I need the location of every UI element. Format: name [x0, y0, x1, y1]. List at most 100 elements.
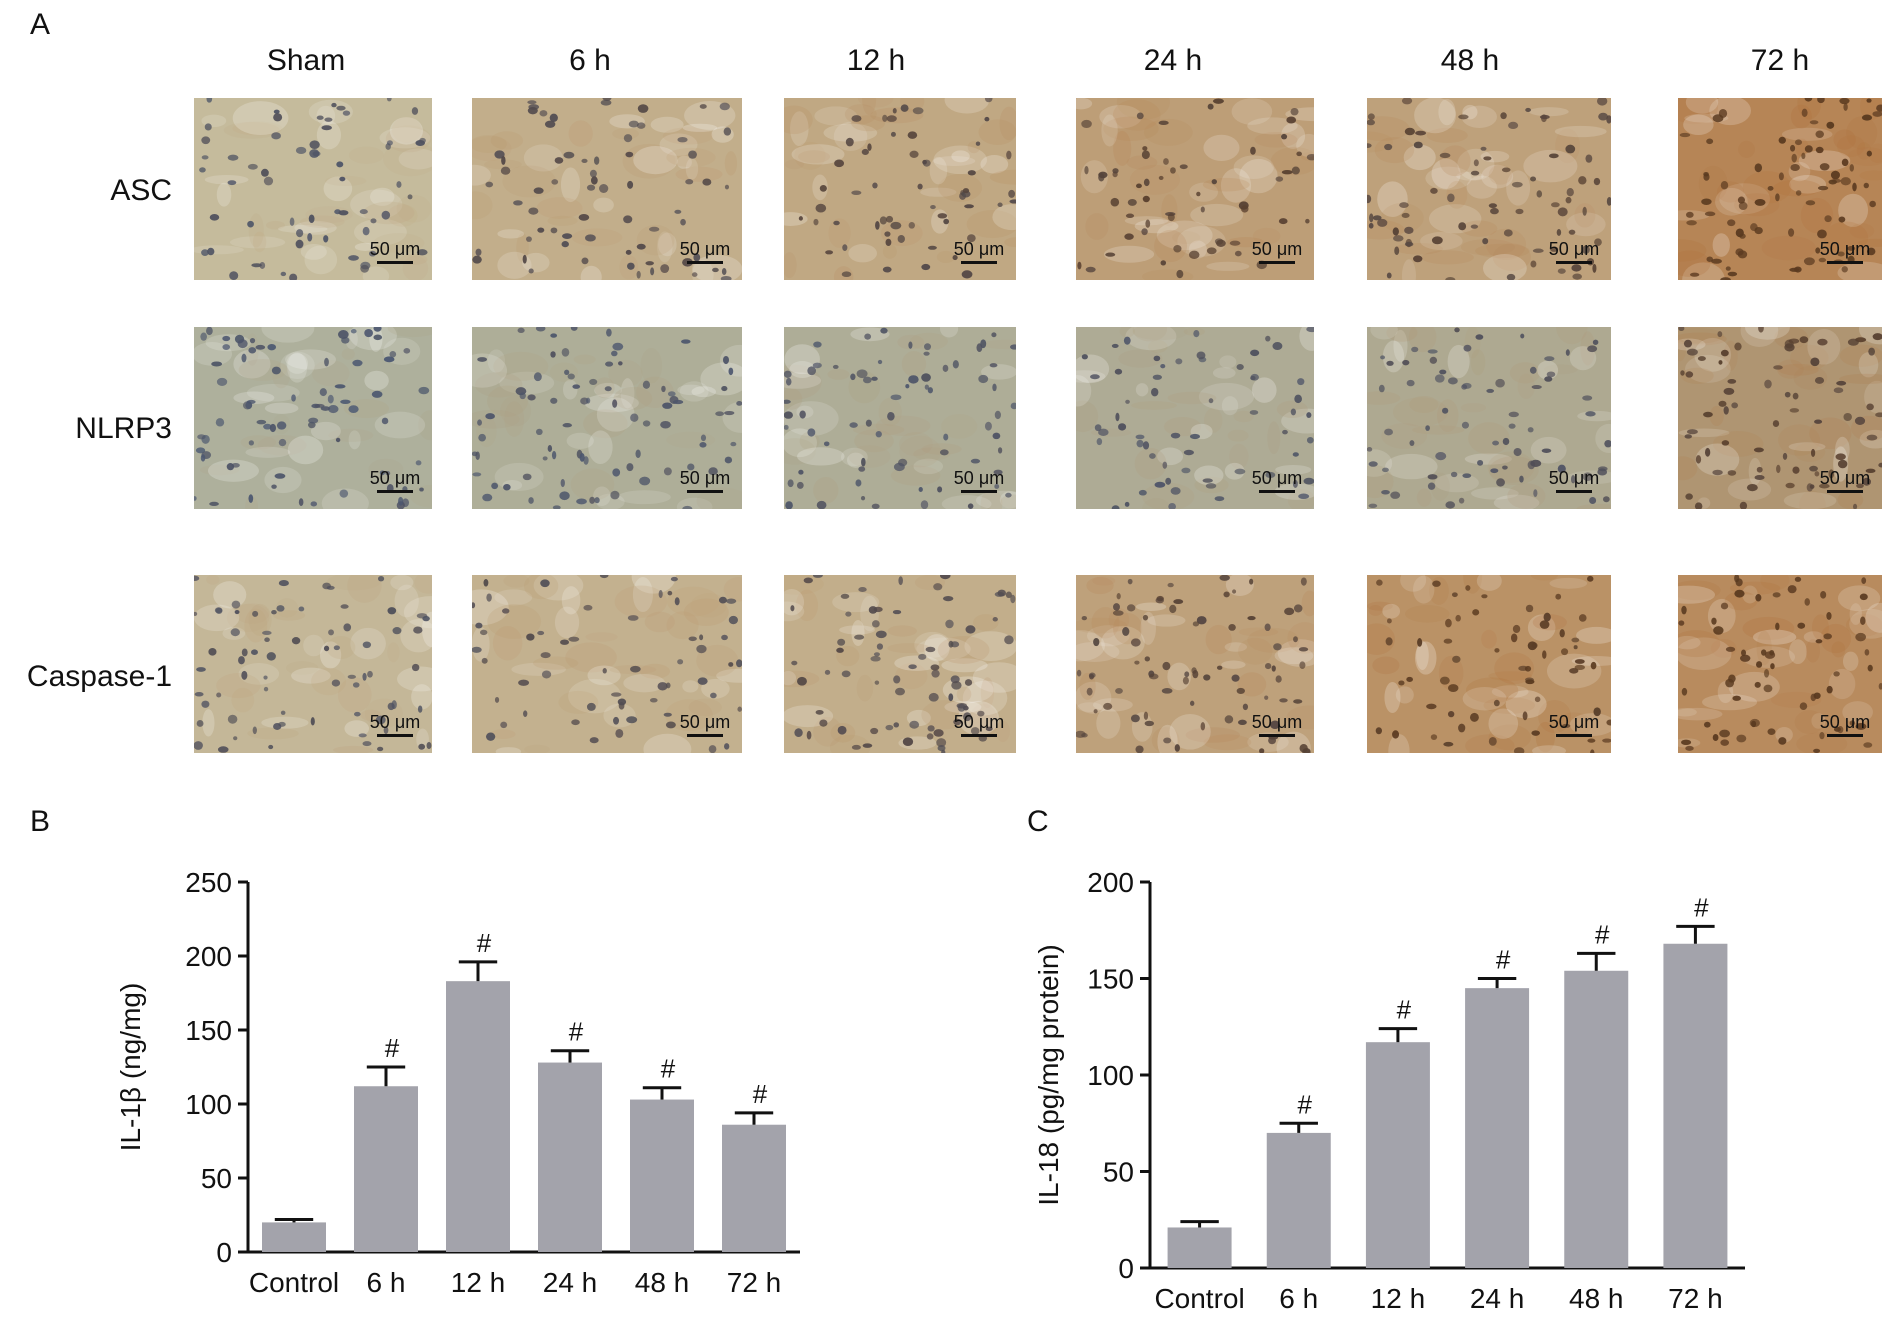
significance-marker: #: [753, 1079, 768, 1109]
y-tick-label: 50: [1103, 1157, 1134, 1188]
micrograph-nlrp3-48h: 50 μm: [1367, 327, 1611, 509]
x-tick-label: 72 h: [1668, 1283, 1723, 1314]
significance-marker: #: [385, 1033, 400, 1063]
micrograph-nlrp3-6h: 50 μm: [472, 327, 742, 509]
bar: [262, 1222, 326, 1252]
x-tick-label: Control: [249, 1267, 339, 1298]
panel-letter-c: C: [1027, 805, 1049, 838]
scale-bar-line: [961, 490, 997, 493]
x-tick-label: 6 h: [367, 1267, 406, 1298]
micrograph-caspase-1-24h: 50 μm: [1076, 575, 1314, 753]
scale-bar: 50 μm: [944, 712, 1014, 737]
column-label-72h: 72 h: [1750, 44, 1810, 77]
scale-bar-line: [687, 490, 723, 493]
bar: [1167, 1227, 1232, 1268]
x-tick-label: 48 h: [1569, 1283, 1624, 1314]
scale-bar-label: 50 μm: [369, 712, 421, 732]
row-label-nlrp3: NLRP3: [75, 412, 172, 445]
micrograph-caspase-1-sham: 50 μm: [194, 575, 432, 753]
y-tick-label: 250: [185, 867, 232, 898]
scale-bar: 50 μm: [1539, 239, 1609, 264]
micrograph-asc-24h: 50 μm: [1076, 98, 1314, 280]
scale-bar: 50 μm: [1242, 239, 1312, 264]
scale-bar-line: [377, 734, 413, 737]
y-tick-label: 100: [1087, 1060, 1134, 1091]
significance-marker: #: [661, 1054, 676, 1084]
micrograph-nlrp3-12h: 50 μm: [784, 327, 1016, 509]
scale-bar-label: 50 μm: [1548, 712, 1600, 732]
scale-bar-label: 50 μm: [1251, 239, 1303, 259]
scale-bar-line: [1259, 261, 1295, 264]
scale-bar-label: 50 μm: [1251, 712, 1303, 732]
bar: [722, 1124, 786, 1252]
y-tick-label: 100: [185, 1089, 232, 1120]
micrograph-caspase-1-48h: 50 μm: [1367, 575, 1611, 753]
micrograph-caspase-1-72h: 50 μm: [1678, 575, 1882, 753]
scale-bar: 50 μm: [670, 712, 740, 737]
scale-bar-label: 50 μm: [1819, 468, 1871, 488]
micrograph-asc-12h: 50 μm: [784, 98, 1016, 280]
panel-letter-a: A: [30, 8, 51, 41]
bar: [1465, 988, 1530, 1268]
scale-bar-label: 50 μm: [1548, 468, 1600, 488]
micrograph-asc-72h: 50 μm: [1678, 98, 1882, 280]
scale-bar: 50 μm: [360, 468, 430, 493]
column-label-24h: 24 h: [1143, 44, 1203, 77]
scale-bar: 50 μm: [1810, 468, 1880, 493]
significance-marker: #: [569, 1017, 584, 1047]
column-label-12h: 12 h: [846, 44, 906, 77]
scale-bar-label: 50 μm: [1819, 712, 1871, 732]
scale-bar-label: 50 μm: [1548, 239, 1600, 259]
scale-bar: 50 μm: [1810, 712, 1880, 737]
scale-bar-label: 50 μm: [953, 712, 1005, 732]
micrograph-caspase-1-6h: 50 μm: [472, 575, 742, 753]
scale-bar: 50 μm: [1539, 712, 1609, 737]
micrograph-asc-sham: 50 μm: [194, 98, 432, 280]
x-tick-label: 72 h: [727, 1267, 782, 1298]
scale-bar: 50 μm: [1242, 712, 1312, 737]
scale-bar-line: [1259, 734, 1295, 737]
scale-bar: 50 μm: [360, 712, 430, 737]
column-label-6h: 6 h: [569, 44, 611, 77]
y-tick-label: 150: [185, 1015, 232, 1046]
significance-marker: #: [1694, 892, 1709, 922]
significance-marker: #: [1595, 919, 1610, 949]
micrograph-asc-48h: 50 μm: [1367, 98, 1611, 280]
scale-bar-label: 50 μm: [679, 239, 731, 259]
column-label-48h: 48 h: [1440, 44, 1500, 77]
bar: [1663, 943, 1728, 1268]
x-tick-label: Control: [1154, 1283, 1244, 1314]
scale-bar-line: [1556, 490, 1592, 493]
y-axis-label: IL-18 (pg/mg protein): [1033, 944, 1064, 1205]
scale-bar-line: [1556, 734, 1592, 737]
y-tick-label: 200: [1087, 867, 1134, 898]
scale-bar-label: 50 μm: [953, 239, 1005, 259]
scale-bar: 50 μm: [944, 239, 1014, 264]
scale-bar-line: [1556, 261, 1592, 264]
scale-bar: 50 μm: [670, 239, 740, 264]
scale-bar-line: [1827, 261, 1863, 264]
scale-bar-label: 50 μm: [679, 712, 731, 732]
scale-bar: 50 μm: [360, 239, 430, 264]
scale-bar-line: [377, 261, 413, 264]
scale-bar-line: [961, 261, 997, 264]
row-label-asc: ASC: [110, 174, 172, 207]
significance-marker: #: [1397, 995, 1412, 1025]
panel-letter-b: B: [30, 805, 51, 838]
y-tick-label: 0: [216, 1237, 232, 1268]
x-tick-label: 12 h: [1371, 1283, 1426, 1314]
significance-marker: #: [1298, 1089, 1313, 1119]
micrograph-caspase-1-12h: 50 μm: [784, 575, 1016, 753]
scale-bar-line: [1827, 490, 1863, 493]
x-tick-label: 24 h: [1470, 1283, 1525, 1314]
scale-bar: 50 μm: [944, 468, 1014, 493]
micrograph-nlrp3-72h: 50 μm: [1678, 327, 1882, 509]
x-tick-label: 12 h: [451, 1267, 506, 1298]
significance-marker: #: [477, 928, 492, 958]
scale-bar: 50 μm: [1810, 239, 1880, 264]
y-tick-label: 0: [1118, 1253, 1134, 1284]
micrograph-asc-6h: 50 μm: [472, 98, 742, 280]
scale-bar: 50 μm: [670, 468, 740, 493]
bar: [1564, 970, 1629, 1268]
scale-bar-label: 50 μm: [369, 468, 421, 488]
